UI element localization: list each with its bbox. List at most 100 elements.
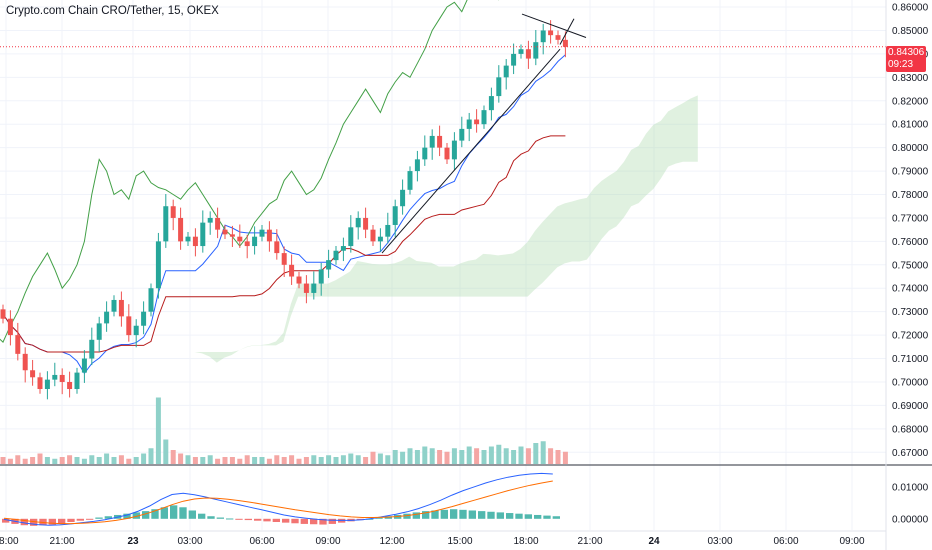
- candle: [503, 59, 509, 90]
- candle: [7, 310, 13, 346]
- volume-bar: [289, 455, 295, 464]
- candle-body: [459, 128, 465, 141]
- candle: [444, 142, 450, 165]
- candle-body: [266, 229, 272, 242]
- volume-bar: [252, 457, 258, 464]
- volume-bar: [266, 458, 272, 464]
- candle: [244, 234, 250, 259]
- bar-countdown: 09:23: [888, 59, 914, 70]
- volume-bar: [215, 458, 221, 464]
- candle-body: [259, 229, 265, 237]
- candle-body: [503, 65, 509, 78]
- time-tick-label: 12:00: [379, 536, 404, 547]
- candle-body: [7, 318, 13, 336]
- time-tick-label: 09:00: [839, 536, 864, 547]
- volume-bar: [237, 458, 243, 464]
- candle-body: [555, 35, 561, 40]
- candle-body: [126, 316, 132, 336]
- candle-body: [348, 227, 354, 247]
- candle-body: [252, 236, 258, 247]
- volume-bar: [192, 457, 198, 464]
- candle: [185, 232, 191, 247]
- volume-bar: [96, 457, 102, 464]
- volume-bar: [296, 458, 302, 464]
- candle: [363, 207, 369, 239]
- macd-histogram-bar: [86, 518, 94, 520]
- candle: [555, 30, 561, 45]
- candle: [215, 207, 221, 239]
- last-price-tag: 0.84306 09:23: [886, 46, 926, 72]
- candle: [348, 215, 354, 253]
- candle-body: [333, 250, 339, 261]
- candle: [22, 347, 28, 383]
- macd-histogram-bar: [95, 517, 103, 519]
- macd-histogram-bar: [310, 518, 318, 525]
- macd-histogram-bar: [282, 518, 290, 523]
- candle-body: [518, 49, 524, 54]
- volume-bar: [488, 446, 494, 464]
- price-tick-label: 0.78000: [892, 190, 929, 201]
- candle-body: [511, 53, 517, 66]
- volume-bar: [303, 457, 309, 464]
- candle: [540, 23, 546, 55]
- volume-bar: [437, 450, 443, 464]
- volume-bar: [52, 458, 58, 464]
- candle-body: [422, 147, 428, 160]
- volume-bar: [363, 457, 369, 464]
- volume-bar: [414, 450, 420, 464]
- macd-histogram-bar: [151, 509, 159, 519]
- candle-body: [429, 135, 435, 148]
- volume-bar: [518, 446, 524, 464]
- candle: [259, 224, 265, 242]
- candle: [400, 179, 406, 215]
- candle-body: [111, 299, 117, 312]
- macd-histogram-bar: [272, 518, 280, 522]
- volume-bar: [326, 455, 332, 464]
- macd-histogram-bar: [226, 518, 234, 520]
- uptrend-line: [381, 48, 561, 254]
- candle-body: [496, 77, 502, 97]
- candle: [222, 224, 228, 240]
- signal-line: [3, 480, 553, 525]
- candle-body: [81, 358, 87, 373]
- macd-histogram-bar: [300, 518, 308, 524]
- macd-histogram-bar: [198, 513, 206, 519]
- candle-body: [141, 311, 147, 326]
- volume-bar: [377, 453, 383, 464]
- macd-histogram-bar: [235, 518, 243, 520]
- macd-histogram-bar: [478, 511, 486, 519]
- candle-body: [52, 374, 58, 380]
- volume-bar: [170, 450, 176, 464]
- candle-body: [133, 325, 139, 336]
- volume-bar: [15, 455, 21, 464]
- candle-body: [237, 236, 243, 242]
- base-line: [2, 135, 566, 353]
- candle-body: [370, 229, 376, 242]
- candle: [0, 304, 6, 324]
- candle-body: [67, 381, 73, 390]
- volume-bar: [30, 457, 36, 464]
- volume-bar: [118, 455, 124, 464]
- candle-body: [488, 96, 494, 111]
- macd-histogram-bar: [123, 513, 131, 519]
- candle: [333, 246, 339, 265]
- volume-bar: [133, 457, 139, 464]
- candle-body: [548, 30, 554, 36]
- candle-body: [318, 269, 324, 284]
- macd-histogram-bar: [58, 518, 66, 524]
- price-tick-label: 0.85000: [892, 26, 929, 37]
- price-tick-label: 0.83000: [892, 73, 929, 84]
- volume-bar: [318, 457, 324, 464]
- volume-bar: [37, 453, 43, 464]
- candle-body: [15, 335, 21, 354]
- candle-body: [437, 135, 443, 148]
- volume-bar: [59, 457, 65, 464]
- time-tick-label: 06:00: [773, 536, 798, 547]
- price-tick-label: 0.72000: [892, 331, 929, 342]
- macd-histogram-bar: [487, 511, 495, 519]
- volume-bar: [148, 448, 154, 464]
- volume-bar: [281, 457, 287, 464]
- candle: [89, 327, 95, 366]
- price-tick-label: 0.75000: [892, 260, 929, 271]
